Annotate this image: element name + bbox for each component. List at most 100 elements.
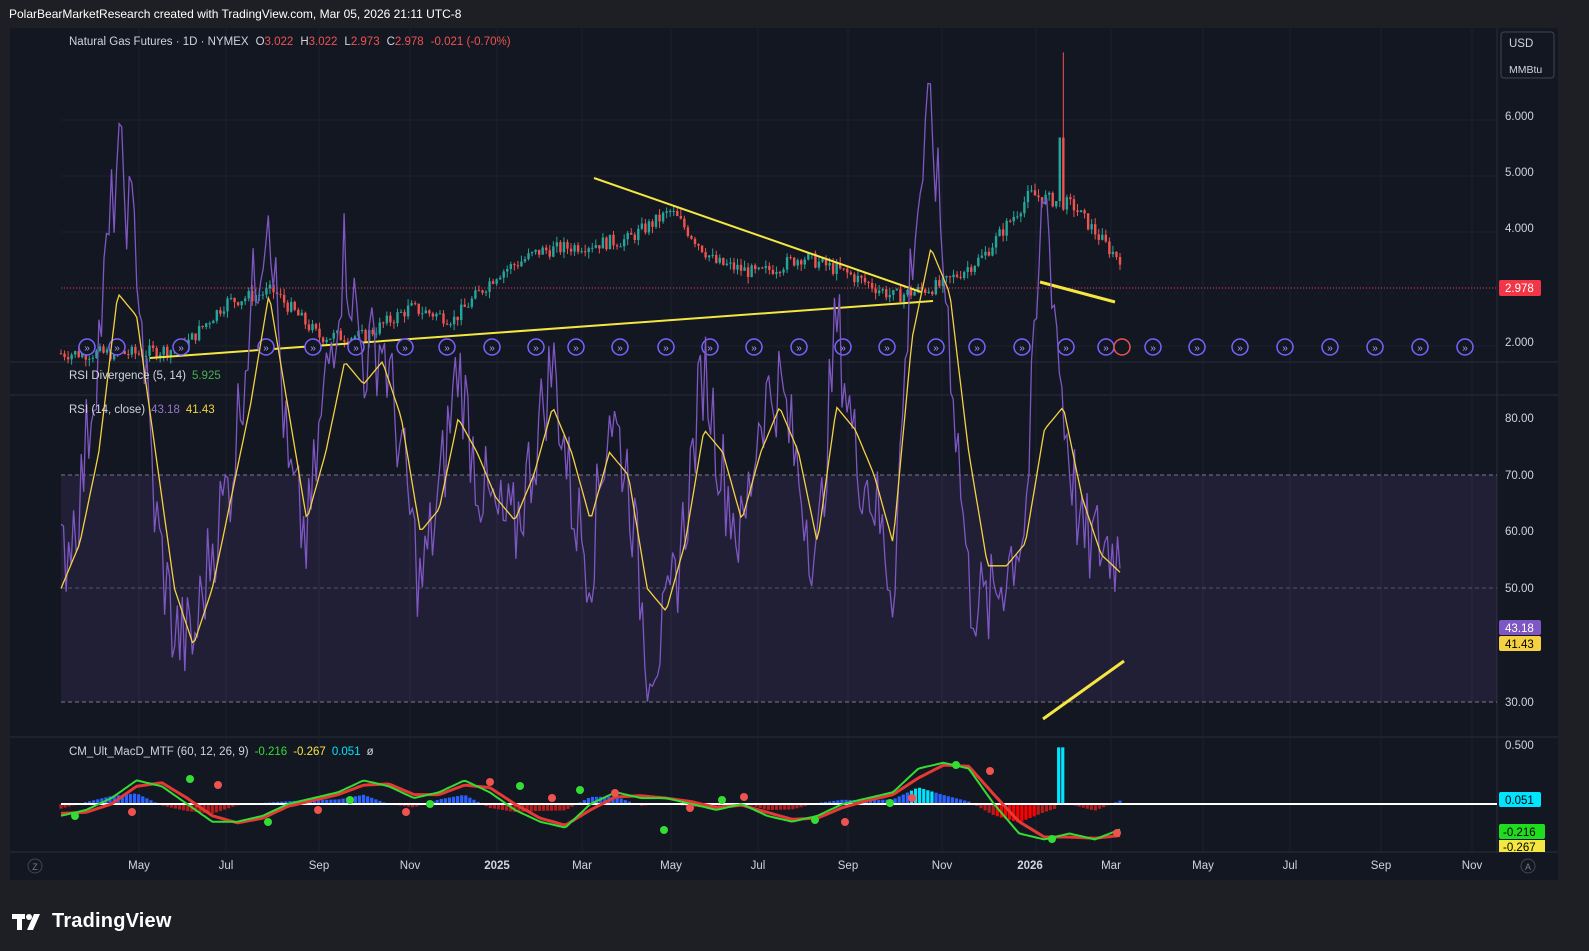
rsi-divergence-legend[interactable]: RSI Divergence (5, 14) 5.925 bbox=[69, 370, 221, 382]
candle-body bbox=[343, 340, 346, 342]
macd-histogram-bar bbox=[995, 804, 999, 817]
candle-body bbox=[105, 349, 109, 353]
unit-label[interactable]: MMBtu bbox=[1509, 64, 1542, 76]
candle-body bbox=[1016, 216, 1019, 218]
time-axis-label: Mar bbox=[572, 860, 592, 872]
session-marker-icon bbox=[1456, 338, 1474, 356]
candle-body bbox=[1094, 224, 1097, 235]
candle-body bbox=[757, 267, 760, 270]
candle-body bbox=[81, 352, 84, 358]
candle-body bbox=[1026, 190, 1030, 203]
corner-button-left[interactable] bbox=[27, 858, 43, 874]
auto-scale-button[interactable] bbox=[1520, 858, 1536, 874]
candle-body bbox=[516, 265, 520, 267]
macd-histogram-bar bbox=[447, 797, 452, 804]
tradingview-brand[interactable]: TradingView bbox=[12, 910, 172, 933]
candle-body bbox=[934, 280, 938, 295]
macd-histogram-bar bbox=[999, 804, 1004, 818]
candle-body bbox=[782, 269, 785, 273]
session-marker-icon bbox=[834, 338, 852, 356]
session-marker-icon bbox=[1144, 338, 1162, 356]
macd-histogram-bar bbox=[840, 799, 844, 804]
macd-histogram-bar bbox=[312, 800, 317, 804]
rsi-rising-lows-line[interactable] bbox=[1042, 659, 1125, 721]
candle-body bbox=[63, 353, 66, 357]
macd-signal-tag bbox=[1499, 840, 1545, 852]
time-axis-label: Sep bbox=[838, 860, 858, 872]
macd-hist-tag-label: 0.051 bbox=[1505, 795, 1534, 807]
footer-bar: TradingView bbox=[0, 888, 1589, 951]
candle-body bbox=[700, 245, 704, 253]
candle-body bbox=[428, 310, 431, 314]
macd-histogram-bar bbox=[337, 799, 341, 804]
macd-histogram-bar bbox=[967, 801, 971, 804]
macd-cross-dot bbox=[214, 781, 222, 789]
candle-body bbox=[438, 313, 442, 315]
macd-hist-tag bbox=[1499, 792, 1541, 807]
macd-histogram-bar bbox=[96, 799, 100, 804]
descending-trendline[interactable] bbox=[593, 177, 922, 293]
macd-cross-dot bbox=[426, 800, 434, 808]
macd-histogram-bar bbox=[1077, 804, 1081, 807]
rsi-legend[interactable]: RSI (14, close) 43.18 41.43 bbox=[69, 404, 215, 416]
candle-body bbox=[998, 229, 1001, 237]
candle-body bbox=[1037, 195, 1040, 198]
rsi-ma-value-tag bbox=[1499, 636, 1541, 651]
candle-body bbox=[495, 279, 498, 284]
candle-body bbox=[300, 312, 304, 316]
macd-line-tag-label: -0.216 bbox=[1503, 827, 1536, 839]
candle-body bbox=[800, 260, 803, 265]
candle-body bbox=[807, 253, 810, 260]
candle-body bbox=[413, 303, 417, 305]
candle-body bbox=[1115, 251, 1118, 258]
candle-body bbox=[194, 333, 197, 341]
candle-body bbox=[651, 221, 654, 227]
candle-body bbox=[314, 324, 318, 329]
chart-canvas[interactable]: » » » » » » » » » » » » » » » » » » » » » » » » » » » » » » » Natural … bbox=[0, 0, 1589, 888]
macd-histogram-bar bbox=[67, 804, 71, 807]
candle-body bbox=[768, 265, 771, 270]
candle-body bbox=[693, 238, 697, 244]
falling-lows-trendline[interactable] bbox=[1039, 280, 1116, 304]
macd-histogram-bar bbox=[1052, 804, 1057, 809]
session-marker-glyph: » bbox=[1237, 343, 1243, 354]
session-marker-icon bbox=[1188, 338, 1206, 356]
macd-histogram-bar bbox=[803, 804, 807, 807]
main-legend[interactable]: Natural Gas Futures · 1D · NYMEX O3.022 H3… bbox=[69, 36, 511, 48]
candle-body bbox=[1058, 137, 1061, 202]
macd-histogram-bar bbox=[541, 804, 546, 811]
candle-body bbox=[155, 348, 158, 358]
candle-body bbox=[1001, 229, 1005, 236]
macd-histogram-bar bbox=[1089, 804, 1093, 810]
candle-body bbox=[984, 251, 987, 256]
macd-histogram-bar bbox=[1061, 747, 1065, 804]
candle-body bbox=[1062, 137, 1065, 210]
session-marker-icon bbox=[567, 338, 585, 356]
macd-legend[interactable]: CM_Ult_MacD_MTF (60, 12, 26, 9) -0.216 -0.… bbox=[69, 746, 374, 758]
candle-body bbox=[484, 291, 488, 293]
macd-histogram-bar bbox=[169, 804, 173, 808]
candle-body bbox=[498, 277, 502, 280]
macd-histogram-bar bbox=[533, 804, 537, 812]
time-axis-label: 2025 bbox=[484, 860, 510, 872]
candle-body bbox=[1051, 192, 1054, 207]
currency-label[interactable]: USD bbox=[1509, 38, 1533, 50]
macd-histogram-bar bbox=[218, 804, 223, 811]
candle-body bbox=[77, 351, 80, 358]
ascending-trendline[interactable] bbox=[149, 300, 934, 359]
candle-body bbox=[222, 311, 226, 314]
macd-histogram-bar bbox=[88, 801, 92, 804]
session-marker-glyph: » bbox=[1327, 343, 1333, 354]
candle-body bbox=[902, 294, 906, 302]
time-axis[interactable]: May Jul Sep Nov 2025 Mar May Jul Sep Nov 2026 Mar Ma… bbox=[128, 860, 1482, 872]
session-marker-glyph: » bbox=[1063, 343, 1069, 354]
currency-unit-box[interactable] bbox=[1500, 31, 1555, 79]
candle-body bbox=[867, 282, 870, 284]
candle-body bbox=[895, 289, 899, 291]
macd-histogram-bar bbox=[762, 804, 766, 810]
session-marker-glyph: » bbox=[617, 343, 623, 354]
candle-body bbox=[470, 298, 474, 307]
macd-histogram-bar bbox=[545, 804, 550, 811]
candle-body bbox=[389, 315, 392, 323]
macd-histogram-bar bbox=[603, 796, 607, 804]
